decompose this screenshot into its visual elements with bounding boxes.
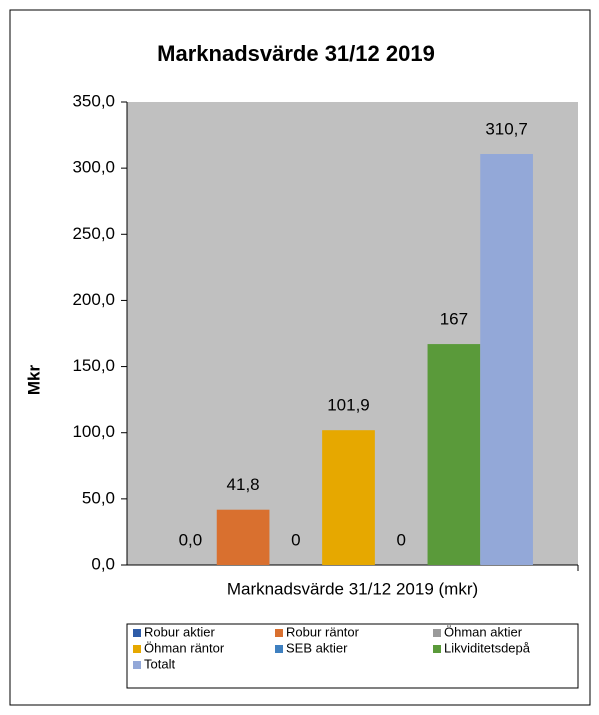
data-label: 0,0 bbox=[179, 530, 203, 549]
legend-swatch bbox=[133, 645, 141, 653]
y-tick-label: 250,0 bbox=[72, 224, 115, 243]
x-tick-label: Marknadsvärde 31/12 2019 (mkr) bbox=[227, 579, 478, 598]
legend-label: Robur räntor bbox=[286, 624, 360, 639]
y-tick-label: 50,0 bbox=[82, 488, 115, 507]
legend-swatch bbox=[275, 629, 283, 637]
bar bbox=[480, 153, 533, 565]
bar bbox=[322, 430, 375, 565]
legend-label: Totalt bbox=[144, 656, 175, 671]
legend-label: SEB aktier bbox=[286, 640, 348, 655]
legend-swatch bbox=[275, 645, 283, 653]
data-label: 0 bbox=[291, 530, 300, 549]
data-label: 310,7 bbox=[485, 119, 528, 138]
legend-swatch bbox=[133, 629, 141, 637]
y-tick-label: 100,0 bbox=[72, 422, 115, 441]
legend-swatch bbox=[133, 661, 141, 669]
y-axis-label: Mkr bbox=[24, 365, 43, 396]
data-label: 101,9 bbox=[327, 396, 370, 415]
legend-swatch bbox=[433, 645, 441, 653]
data-label: 41,8 bbox=[227, 475, 260, 494]
chart-title: Marknadsvärde 31/12 2019 bbox=[157, 41, 435, 66]
legend-label: Öhman räntor bbox=[144, 640, 225, 655]
y-tick-label: 0,0 bbox=[91, 554, 115, 573]
data-label: 0 bbox=[396, 530, 405, 549]
bar bbox=[216, 509, 270, 565]
y-tick-label: 300,0 bbox=[72, 158, 115, 177]
y-tick-label: 200,0 bbox=[72, 290, 115, 309]
legend-label: Robur aktier bbox=[144, 624, 215, 639]
bar bbox=[427, 344, 481, 565]
y-tick-label: 350,0 bbox=[72, 91, 115, 110]
legend-swatch bbox=[433, 629, 441, 637]
legend-box bbox=[126, 623, 579, 689]
y-tick-label: 150,0 bbox=[72, 356, 115, 375]
data-label: 167 bbox=[440, 310, 468, 329]
legend-label: Öhman aktier bbox=[444, 624, 523, 639]
legend-label: Likviditetsdepå bbox=[444, 640, 531, 655]
